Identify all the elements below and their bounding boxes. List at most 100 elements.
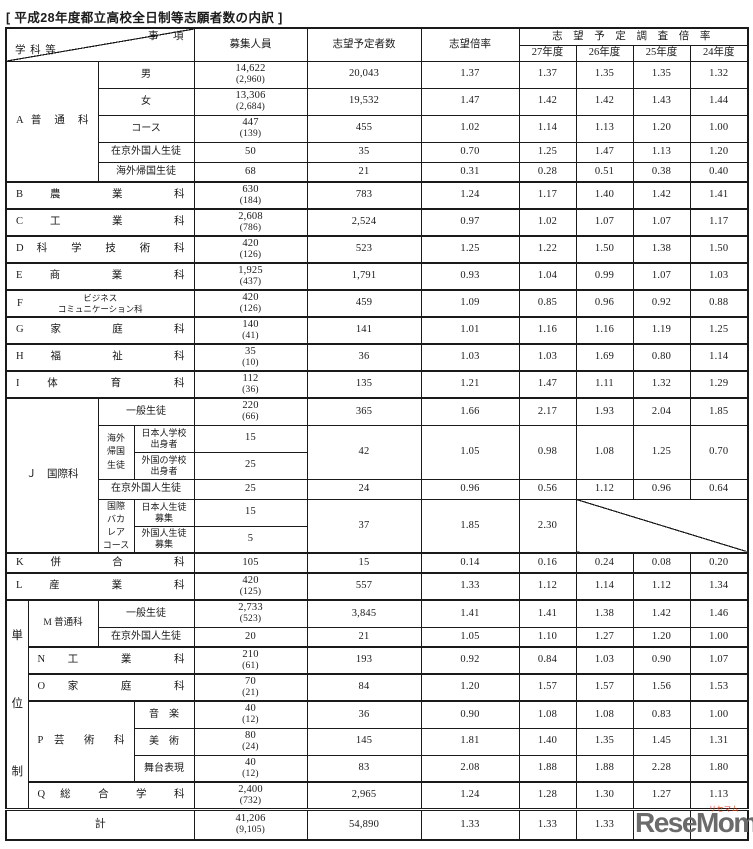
corner-item-label: 事 項 [148,31,186,42]
j-kaigai-expected: 42 [306,424,422,480]
h-ratio: 1.03 [420,343,520,372]
j-kaigai-ratio: 1.05 [420,424,520,480]
section-g-label: G 家 庭 科 [16,324,185,336]
section-d-label-cell: D 科 学 技 術 科 [5,235,195,264]
col-header-recruit: 募集人員 [193,27,308,62]
n-y26: 1.03 [575,646,634,675]
p-art-y26: 1.35 [575,727,634,756]
total-y27: 1.33 [518,807,577,841]
n-y25: 0.90 [632,646,691,675]
k-y24: 0.20 [689,552,749,574]
section-i-label: I 体 育 科 [16,378,185,390]
n-ratio: 0.92 [420,646,520,675]
k-recruit: 105 [193,552,308,574]
row-j-general-label: 一般生徒 [97,397,195,426]
l-y26: 1.14 [575,572,634,601]
a-zaikyo-y24: 1.20 [689,141,749,163]
a-zaikyo-y26: 1.47 [575,141,634,163]
total-recruit: 41,206 (9,105) [193,807,308,841]
j-zaikyo-y27: 0.56 [518,478,577,500]
j-zaikyo-ratio: 0.96 [420,478,520,500]
row-j-bacc-foreign-label: 外国人生徒 募集 [133,525,195,554]
p-art-expected: 145 [306,727,422,756]
c-expected: 2,524 [306,208,422,237]
section-i-label-cell: I 体 育 科 [5,370,195,399]
col-header-y25: 25年度 [632,44,691,62]
j-general-y27: 2.17 [518,397,577,426]
row-a-female-label: 女 [97,87,195,116]
h-recruit: 35 (10) [193,343,308,372]
section-m-label-cell: M 普通科 [27,599,99,648]
total-ratio: 1.33 [420,807,520,841]
col-header-survey-group: 志 望 予 定 調 査 倍 率 [518,27,749,46]
row-m-general-label: 一般生徒 [97,599,195,628]
c-y24: 1.17 [689,208,749,237]
j-kaigai-y24: 0.70 [689,424,749,480]
section-b-label: B 農 業 科 [16,189,185,201]
resemom-logo-text: ReseMom. [635,807,753,838]
i-y26: 1.11 [575,370,634,399]
e-y26: 0.99 [575,262,634,291]
j-kaigai-jp-recruit: 15 [193,424,308,453]
j-bacc-foreign-recruit: 5 [193,525,308,554]
c-y26: 1.07 [575,208,634,237]
j-zaikyo-y24: 0.64 [689,478,749,500]
o-y25: 1.56 [632,673,691,702]
q-expected: 2,965 [306,781,422,810]
d-y24: 1.50 [689,235,749,264]
b-y27: 1.17 [518,181,577,210]
total-y25-covered [632,807,691,841]
a-zaikyo-recruit: 50 [193,141,308,163]
a-kaigai-y25: 0.38 [632,161,691,183]
a-zaikyo-expected: 35 [306,141,422,163]
tanisei-group-label-cell: 単 位 制 [5,599,29,810]
l-y25: 1.12 [632,572,691,601]
j-kaigai-group-label: 海外 帰国 生徒 [97,424,135,480]
i-ratio: 1.21 [420,370,520,399]
a-male-y25: 1.35 [632,60,691,89]
total-label-cell: 計 [5,807,195,841]
p-stage-y26: 1.88 [575,754,634,783]
section-o-label: O 家 庭 科 [37,681,185,693]
j-bacc-jp-recruit: 15 [193,498,308,527]
j-general-y25: 2.04 [632,397,691,426]
section-j-label-cell: Ｊ 国際科 [5,397,99,554]
p-art-y27: 1.40 [518,727,577,756]
section-f-label-cell: F ビジネス コミュニケーション科 [5,289,195,318]
c-ratio: 0.97 [420,208,520,237]
row-p-art-label: 美 術 [133,727,195,756]
row-j-kaigai-jp-label: 日本人学校 出身者 [133,424,195,453]
a-male-y24: 1.32 [689,60,749,89]
row-a-course-label: コース [97,114,195,143]
a-course-y25: 1.20 [632,114,691,143]
b-y26: 1.40 [575,181,634,210]
f-ratio: 1.09 [420,289,520,318]
d-recruit: 420 (126) [193,235,308,264]
a-kaigai-y24: 0.40 [689,161,749,183]
h-y26: 1.69 [575,343,634,372]
section-a-label-cell: A 普 通 科 [5,60,99,183]
i-recruit: 112 (36) [193,370,308,399]
d-y26: 1.50 [575,235,634,264]
a-kaigai-y27: 0.28 [518,161,577,183]
p-stage-y24: 1.80 [689,754,749,783]
p-art-recruit: 80 (24) [193,727,308,756]
section-p-label-cell: P 芸 術 科 [27,700,135,783]
h-y27: 1.03 [518,343,577,372]
c-y25: 1.07 [632,208,691,237]
row-p-music-label: 音 楽 [133,700,195,729]
section-e-label-cell: E 商 業 科 [5,262,195,291]
row-a-kaigai-label: 海外帰国生徒 [97,161,195,183]
col-header-y24: 24年度 [689,44,749,62]
i-y27: 1.47 [518,370,577,399]
f-y25: 0.92 [632,289,691,318]
p-music-y27: 1.08 [518,700,577,729]
q-recruit: 2,400 (732) [193,781,308,810]
section-f-letter: F [17,297,23,309]
k-y26: 0.24 [575,552,634,574]
o-ratio: 1.20 [420,673,520,702]
section-h-label-cell: H 福 祉 科 [5,343,195,372]
section-l-label-cell: L 産 業 科 [5,572,195,601]
j-general-ratio: 1.66 [420,397,520,426]
h-y25: 0.80 [632,343,691,372]
